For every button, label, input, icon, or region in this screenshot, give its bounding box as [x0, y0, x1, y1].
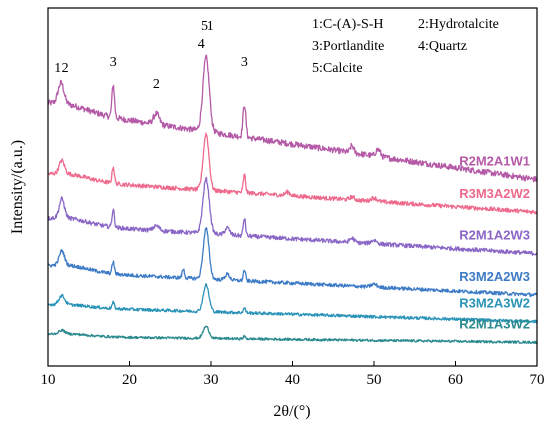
- x-tick-label: 70: [530, 372, 545, 388]
- series-line: [47, 54, 538, 183]
- peak-label: 3: [110, 55, 117, 70]
- phase-legend-item: 5:Calcite: [312, 61, 363, 76]
- phase-legend: 1:C-(A)-S-H 2:Hydrotalcite 3:Portlandite…: [312, 17, 499, 76]
- series-line: [47, 176, 538, 256]
- peak-label: 3: [241, 55, 248, 70]
- x-axis-ticks: 10 20 30 40 50 60 70: [41, 361, 545, 388]
- phase-legend-item: 2:Hydrotalcite: [418, 17, 499, 32]
- series-label: R2M1A3W2: [459, 316, 530, 331]
- phase-legend-item: 4:Quartz: [418, 39, 467, 54]
- series-label: R2M2A1W1: [459, 154, 530, 169]
- peak-label: 1: [207, 19, 214, 34]
- peak-label: 4: [198, 37, 205, 52]
- series-line: [47, 325, 538, 345]
- peak-label: 2: [153, 77, 160, 92]
- x-tick-label: 40: [285, 372, 300, 388]
- peak-label: 1: [54, 61, 61, 76]
- phase-legend-item: 3:Portlandite: [312, 39, 384, 54]
- x-tick-label: 30: [204, 372, 219, 388]
- series-label: R3M3A2W2: [459, 186, 530, 201]
- series-line: [47, 227, 538, 298]
- series-line: [47, 283, 538, 324]
- series-label: R3M2A3W2: [459, 296, 530, 311]
- peak-label: 5: [201, 19, 208, 34]
- series-label: R2M1A2W3: [459, 228, 530, 243]
- x-tick-label: 60: [448, 372, 463, 388]
- series-line: [47, 132, 538, 215]
- series-layer: R2M2A1W1 R3M3A2W2 R2M1A2W3 R3M2A2W3 R3M2A3W2…: [47, 54, 538, 345]
- series-label: R3M2A2W3: [459, 269, 530, 284]
- x-tick-label: 50: [367, 372, 382, 388]
- peak-label: 2: [62, 61, 69, 76]
- y-axis-label: Intensity/(a.u.): [9, 140, 26, 234]
- x-tick-label: 20: [122, 372, 137, 388]
- phase-legend-item: 1:C-(A)-S-H: [312, 17, 384, 32]
- x-tick-label: 10: [41, 372, 56, 388]
- x-axis-label: 2θ/(°): [273, 403, 310, 420]
